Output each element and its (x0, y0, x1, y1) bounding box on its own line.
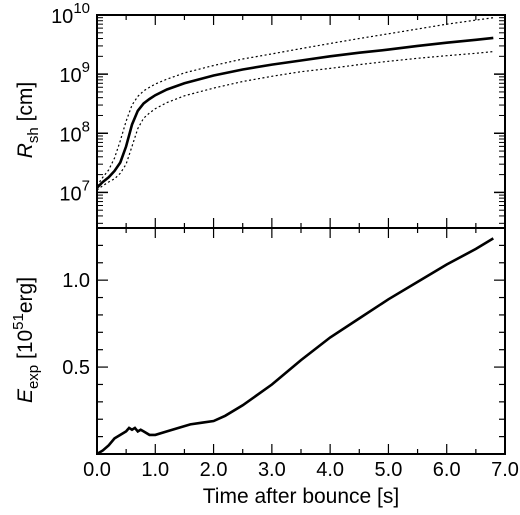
top-y-label-unit: [cm] (14, 82, 37, 128)
top-series-2-dotted-line (96, 51, 494, 191)
top-series-1-dotted-line (96, 17, 494, 187)
bottom-y-tick-label-1: 1.0 (62, 270, 90, 292)
x-ticks: 0.0 1.0 2.0 3.0 4.0 5.0 6.0 7.0 (83, 228, 519, 481)
top-y-tick-label-2: 109 (59, 59, 90, 87)
x-tick-label-6: 6.0 (433, 459, 461, 481)
bottom-y-tick-label-0: 0.5 (62, 357, 90, 379)
bottom-y-label-unit-post: erg] (14, 277, 37, 313)
top-y-tick-label-1: 108 (59, 118, 90, 146)
x-tick-label-5: 5.0 (375, 459, 403, 481)
top-y-tick-exponent: 8 (82, 118, 90, 135)
bottom-y-label-subscript: exp (25, 365, 42, 389)
bottom-y-label-unit-sup: 51 (10, 313, 27, 330)
top-y-tick-exponent: 10 (73, 0, 90, 17)
top-y-tick-exponent: 7 (82, 177, 90, 194)
x-tick-label-4: 4.0 (316, 459, 344, 481)
top-y-tick-base: 10 (59, 65, 81, 87)
bottom-y-axis-label: Eexp [1051erg] (10, 277, 42, 403)
x-tick-label-1: 1.0 (141, 459, 169, 481)
top-y-label-symbol: R (14, 143, 37, 158)
bottom-y-label-symbol: E (14, 388, 37, 403)
top-panel-frame (96, 14, 506, 229)
top-y-tick-exponent: 9 (82, 59, 90, 76)
top-y-axis-label: Rsh [cm] (14, 82, 42, 159)
top-y-tick-base: 10 (59, 124, 81, 146)
bottom-panel: 0.5 1.0 0.0 1.0 2.0 3.0 4.0 5.0 6.0 7.0 Eexp [10… (10, 227, 519, 508)
bottom-y-label-unit-pre: [10 (14, 330, 37, 365)
x-tick-label-0: 0.0 (83, 459, 111, 481)
bottom-curves (96, 237, 494, 456)
x-tick-label-2: 2.0 (200, 459, 228, 481)
bottom-y-ticks: 0.5 1.0 (62, 244, 505, 438)
x-axis-label: Time after bounce [s] (203, 485, 399, 508)
top-series-0-solid-line (96, 36, 494, 189)
top-y-tick-base: 10 (51, 6, 73, 28)
x-tick-label-3: 3.0 (258, 459, 286, 481)
x-tick-label-7: 7.0 (491, 459, 519, 481)
top-y-tick-base: 10 (59, 183, 81, 205)
bottom-panel-frame (96, 227, 506, 455)
top-y-tick-label-3: 1010 (51, 0, 90, 28)
bottom-series-0-line (96, 237, 494, 456)
top-y-label-subscript: sh (25, 127, 42, 143)
top-curves (96, 17, 494, 191)
top-y-tick-label-0: 107 (59, 177, 90, 205)
